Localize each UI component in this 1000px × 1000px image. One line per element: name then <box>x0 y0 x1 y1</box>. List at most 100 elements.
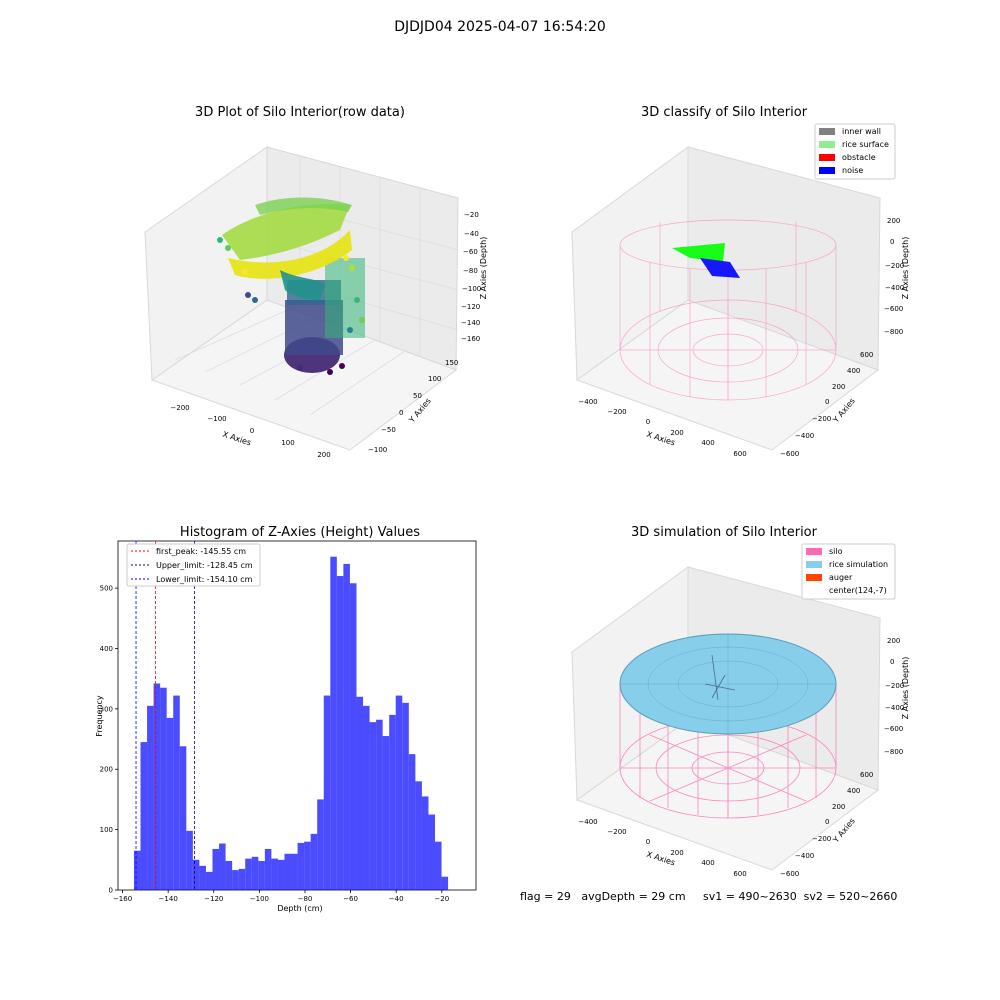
x-tick-label: −100 <box>250 895 269 903</box>
histogram-bar <box>435 841 442 890</box>
y-tick-label: 500 <box>100 585 113 593</box>
panel-simulation-zlabel: Z Axies (Depth) <box>901 657 910 720</box>
y-tick-label: 100 <box>100 826 113 834</box>
y-tick-label: 400 <box>100 645 113 653</box>
tick-label: −600 <box>780 450 799 458</box>
tick-label: −200 <box>812 835 831 843</box>
histogram-bar <box>330 556 337 890</box>
panel-rowdata-title: 3D Plot of Silo Interior(row data) <box>195 105 405 120</box>
tick-label: 400 <box>701 439 714 447</box>
legend-swatch <box>819 167 835 174</box>
histogram-bar <box>153 683 161 890</box>
panel-rowdata: 3D Plot of Silo Interior(row data) <box>144 105 488 459</box>
tick-label: 600 <box>860 351 873 359</box>
legend-label: rice surface <box>842 140 889 149</box>
legend-swatch <box>819 141 835 148</box>
legend-label: auger <box>829 573 853 582</box>
histogram-bar <box>408 754 416 890</box>
histogram-bar <box>232 870 239 890</box>
histogram-bar <box>192 859 200 890</box>
x-tick-label: −140 <box>159 895 178 903</box>
tick-label: 0 <box>399 409 403 417</box>
panel-classify-rice-surface <box>672 243 725 262</box>
legend-swatch <box>819 154 835 161</box>
panel-classify: 3D classify of Silo Interior inner wall … <box>571 105 910 458</box>
histogram-bar <box>277 859 285 890</box>
histogram-bar <box>199 865 206 890</box>
tick-label: 200 <box>670 849 683 857</box>
histogram-bar <box>389 714 396 890</box>
status-line: flag = 29 avgDepth = 29 cm sv1 = 490~263… <box>520 890 897 903</box>
tick-label: −200 <box>885 682 904 690</box>
legend-label: Lower_limit: -154.10 cm <box>156 575 253 584</box>
panel-histogram: Histogram of Z-Axies (Height) Values −16… <box>95 525 477 913</box>
tick-label: −20 <box>464 211 479 219</box>
histogram-bar <box>251 856 259 890</box>
tick-label: 200 <box>832 383 845 391</box>
tick-label: −400 <box>578 818 597 826</box>
histogram-bar <box>363 705 370 890</box>
x-tick-label: −20 <box>434 895 449 903</box>
tick-label: 0 <box>825 398 829 406</box>
histogram-bar <box>323 695 331 890</box>
panel-classify-ticks: −400 −200 0 200 400 600 −600 −400 −200 0… <box>578 217 904 458</box>
tick-label: −100 <box>462 285 481 293</box>
tick-label: −400 <box>885 704 904 712</box>
tick-label: −100 <box>207 415 226 423</box>
panel-classify-legend: inner wall rice surface obstacle noise <box>814 123 896 180</box>
tick-label: −200 <box>607 408 626 416</box>
panel-rowdata-xlabel: X Axies <box>221 430 252 448</box>
tick-label: −100 <box>368 446 387 454</box>
tick-label: −200 <box>170 404 189 412</box>
tick-label: 0 <box>646 418 650 426</box>
histogram-bar <box>147 705 154 890</box>
histogram-bar <box>336 576 344 890</box>
histogram-bar <box>395 695 403 890</box>
tick-label: −120 <box>461 303 480 311</box>
tick-label: −200 <box>607 828 626 836</box>
histogram-bar <box>317 799 324 890</box>
histogram-bars <box>133 556 449 890</box>
histogram-vlines <box>135 541 195 890</box>
histogram-bar <box>349 583 357 890</box>
tick-label: 150 <box>445 359 458 367</box>
histogram-bar <box>205 871 213 890</box>
panel-simulation-legend: silo rice simulation auger center(124,-7… <box>801 543 896 600</box>
histogram-yticks: 0 100 200 300 400 500 <box>100 585 118 895</box>
tick-label: −140 <box>461 319 480 327</box>
panel-classify-zlabel: Z Axies (Depth) <box>901 237 910 300</box>
tick-label: −160 <box>461 335 480 343</box>
histogram-bar <box>140 742 148 890</box>
panel-simulation-title: 3D simulation of Silo Interior <box>631 525 818 540</box>
histogram-bar <box>310 833 318 890</box>
histogram-bar <box>402 702 409 890</box>
tick-label: 100 <box>428 375 441 383</box>
tick-label: 600 <box>733 870 746 878</box>
histogram-bar <box>166 717 174 890</box>
x-tick-label: −120 <box>204 895 223 903</box>
histogram-title: Histogram of Z-Axies (Height) Values <box>180 525 420 540</box>
tick-label: −60 <box>463 248 478 256</box>
histogram-bar <box>179 746 187 890</box>
legend-label: first_peak: -145.55 cm <box>156 547 246 556</box>
histogram-bar <box>304 841 311 890</box>
tick-label: −40 <box>464 230 479 238</box>
tick-label: −200 <box>812 415 831 423</box>
histogram-bar <box>382 736 390 890</box>
tick-label: 0 <box>825 818 829 826</box>
tick-label: 200 <box>670 429 683 437</box>
histogram-bar <box>356 696 364 890</box>
tick-label: −200 <box>885 262 904 270</box>
panel-simulation-auger <box>704 654 736 701</box>
tick-label: 0 <box>646 838 650 846</box>
tick-label: −400 <box>795 852 814 860</box>
pane-floor <box>150 299 458 451</box>
legend-label: Upper_limit: -128.45 cm <box>156 561 253 570</box>
histogram-bar <box>219 843 226 890</box>
tick-label: 200 <box>317 451 330 459</box>
histogram-xticks: −160 −140 −120 −100 −80 −60 −40 −20 <box>113 890 449 903</box>
legend-label: rice simulation <box>829 560 888 569</box>
figure-suptitle: DJDJD04 2025-04-07 16:54:20 <box>394 19 606 35</box>
pane-floor <box>575 719 880 871</box>
x-tick-label: −60 <box>343 895 358 903</box>
